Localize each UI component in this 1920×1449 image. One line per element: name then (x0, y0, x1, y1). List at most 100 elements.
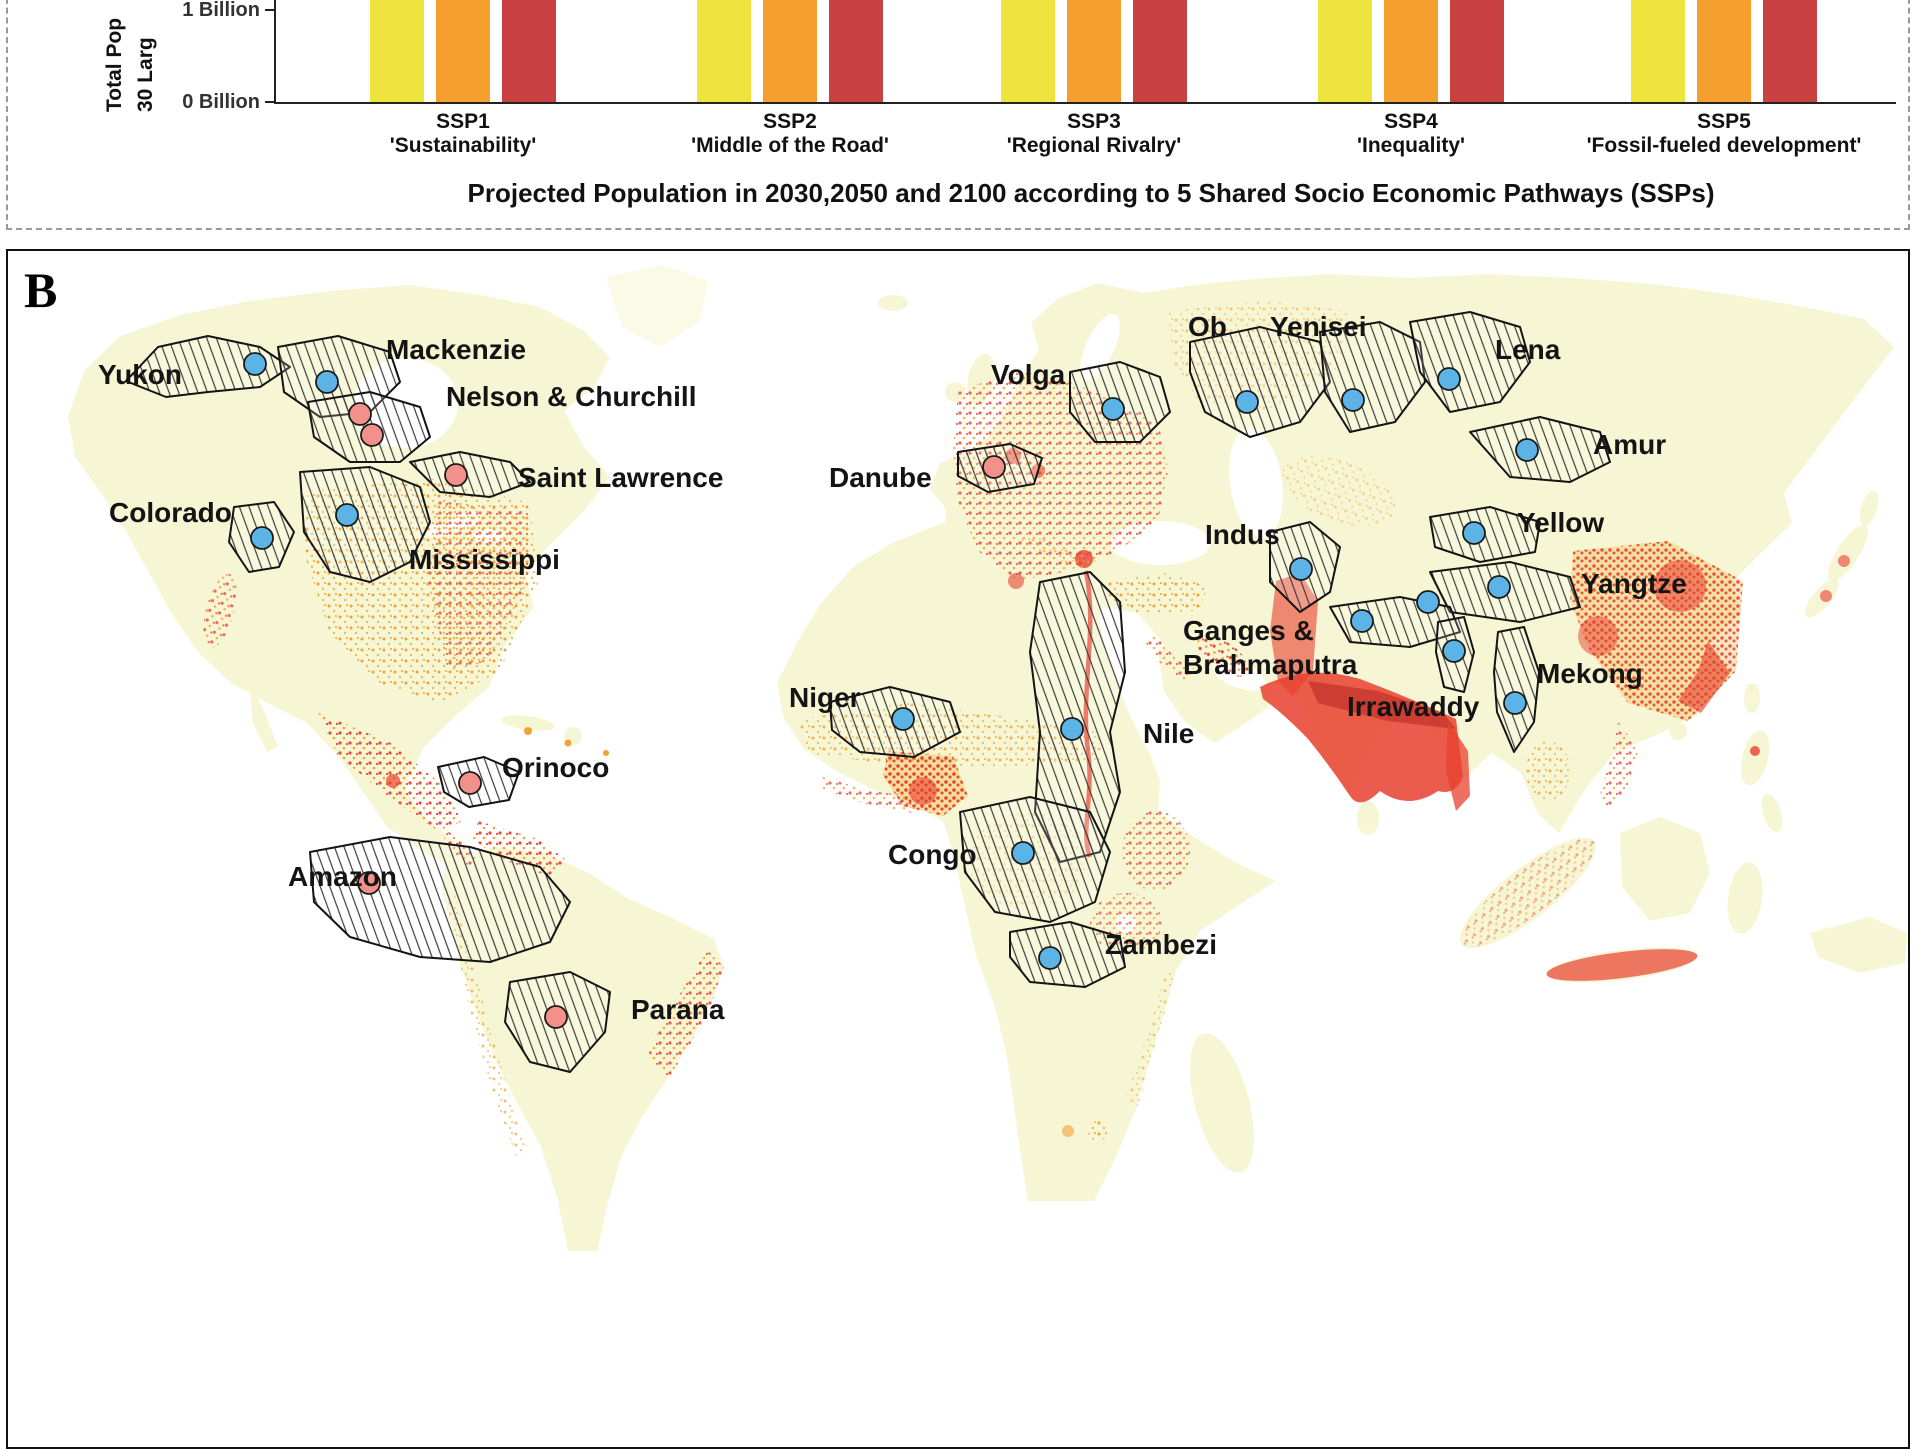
basin-label-Mekong: Mekong (1537, 658, 1643, 689)
basin-amur (1469, 416, 1611, 483)
basin-marker-Nelson & Churchill (348, 402, 372, 426)
basin-label-Irrawaddy: Irrawaddy (1347, 691, 1480, 722)
bar-SSP4-2100 (1450, 0, 1504, 102)
basin-label-Mississippi: Mississippi (409, 544, 560, 575)
basin-label-Colorado: Colorado (109, 497, 232, 528)
sri-lanka (1357, 801, 1379, 835)
basin-marker-Volga (1101, 397, 1125, 421)
basin-label-Nelson & Churchill: Nelson & Churchill (446, 381, 696, 412)
new-guinea (1810, 917, 1907, 973)
basin-marker-Mekong (1503, 691, 1527, 715)
bar-SSP1-2100 (502, 0, 556, 102)
basin-marker-Yangtze (1416, 590, 1440, 614)
bar-SSP5-2030 (1631, 0, 1685, 102)
bar-SSP1-2030 (370, 0, 424, 102)
japan-hokkaido (1859, 490, 1879, 526)
basin-label-Nile: Nile (1143, 718, 1194, 749)
cuba (501, 715, 555, 731)
sulawesi (1727, 862, 1763, 934)
basin-mekong (1493, 626, 1540, 753)
basin-marker-Indus (1289, 557, 1313, 581)
basin-nile (1029, 571, 1126, 863)
greenland (606, 265, 708, 347)
basin-marker-Amur (1515, 438, 1539, 462)
y-axis-title-line1: Total Pop (103, 17, 126, 112)
basin-label-Saint Lawrence: Saint Lawrence (518, 462, 723, 493)
hainan (1669, 722, 1687, 740)
basin-marker-Lena (1437, 367, 1461, 391)
panel-b-frame: B (6, 249, 1910, 1449)
basin-label-Indus: Indus (1205, 519, 1280, 550)
y-tick-mark-1billion (265, 9, 275, 11)
basin-marker-Amazon (357, 871, 381, 895)
y-tick-label-0billion: 0 Billion (182, 91, 260, 113)
x-category-label-SSP5: SSP5 'Fossil-fueled development' (1586, 110, 1862, 157)
basin-label-Danube: Danube (829, 462, 932, 493)
basin-mississippi (299, 466, 431, 583)
taiwan (1744, 683, 1760, 713)
bar-SSP2-2100 (829, 0, 883, 102)
basin-marker-Congo (1011, 841, 1035, 865)
basin-marker-Danube (982, 455, 1006, 479)
basin-marker-Yangtze (1487, 575, 1511, 599)
basin-marker-Ganges & Brahmaputra (1350, 609, 1374, 633)
bar-SSP3-2100 (1133, 0, 1187, 102)
basin-marker-Irrawaddy (1442, 639, 1466, 663)
basin-lena (1409, 311, 1531, 413)
bar-SSP5-2050 (1697, 0, 1751, 102)
basin-label-Orinoco: Orinoco (502, 752, 609, 783)
basin-label-Ganges & Brahmaputra: Ganges & Brahmaputra (1183, 615, 1358, 680)
bar-SSP1-2050 (436, 0, 490, 102)
bar-SSP3-2050 (1067, 0, 1121, 102)
iceland (878, 295, 908, 311)
y-axis-title: Total Pop 30 Larg (99, 18, 161, 112)
basin-label-Zambezi: Zambezi (1105, 929, 1217, 960)
philippines-luzon (1740, 730, 1770, 786)
basin-congo (959, 796, 1111, 923)
bar-SSP4-2050 (1384, 0, 1438, 102)
basin-label-Yukon: Yukon (98, 359, 182, 390)
basin-marker-Parana (544, 1005, 568, 1029)
panel-a-frame (6, 0, 1910, 230)
basin-label-Volga: Volga (991, 359, 1066, 390)
bar-SSP2-2050 (763, 0, 817, 102)
basin-marker-Saint Lawrence (444, 463, 468, 487)
bar-SSP3-2030 (1001, 0, 1055, 102)
basin-marker-Orinoco (458, 771, 482, 795)
basin-label-Mackenzie: Mackenzie (386, 334, 526, 365)
basin-label-Niger: Niger (789, 682, 861, 713)
world-map: Yukon Mackenzie Nelson & Churchill Saint La… (68, 265, 1907, 1251)
bar-SSP5-2100 (1763, 0, 1817, 102)
basin-amazon (309, 836, 571, 963)
basin-labels-and-markers: Yukon Mackenzie Nelson & Churchill Saint La… (98, 311, 1687, 1029)
caspian-sea (1229, 428, 1283, 538)
basin-label-Amur: Amur (1593, 429, 1666, 460)
basin-marker-Niger (891, 707, 915, 731)
chart-title: Projected Population in 2030,2050 and 21… (467, 178, 1715, 208)
x-category-label-SSP2: SSP2 'Middle of the Road' (691, 110, 889, 157)
bar-chart: 1 Billion 0 Billion Total Pop 30 Larg Pr… (0, 0, 1920, 240)
basin-marker-Colorado (250, 526, 274, 550)
x-category-label-SSP3: SSP3 'Regional Rivalry' (1006, 110, 1182, 157)
basin-label-Congo: Congo (888, 839, 977, 870)
x-category-label-SSP4: SSP4 'Inequality' (1356, 110, 1465, 157)
baja-california (250, 683, 278, 752)
basin-label-Parana: Parana (631, 994, 725, 1025)
basin-marker-Mackenzie (315, 370, 339, 394)
basin-label-Yellow: Yellow (1517, 507, 1604, 538)
basin-label-Ob: Ob (1188, 311, 1227, 342)
basin-marker-Nile (1060, 717, 1084, 741)
japan-honshu (1827, 524, 1869, 582)
basin-label-Yenisei: Yenisei (1270, 311, 1367, 342)
x-category-label-SSP1: SSP1 'Sustainability' (389, 110, 537, 157)
basin-label-Amazon: Amazon (288, 861, 397, 892)
y-tick-mark-0billion (265, 101, 275, 103)
basin-label-Yangtze: Yangtze (1581, 568, 1687, 599)
madagascar (1189, 1033, 1255, 1173)
y-axis-line (274, 0, 276, 104)
y-axis-title-line2: 30 Larg (134, 37, 157, 112)
basin-ob (1189, 326, 1331, 438)
baltic-sea (1080, 313, 1120, 381)
basin-marker-Yukon (243, 352, 267, 376)
bar-SSP2-2030 (697, 0, 751, 102)
